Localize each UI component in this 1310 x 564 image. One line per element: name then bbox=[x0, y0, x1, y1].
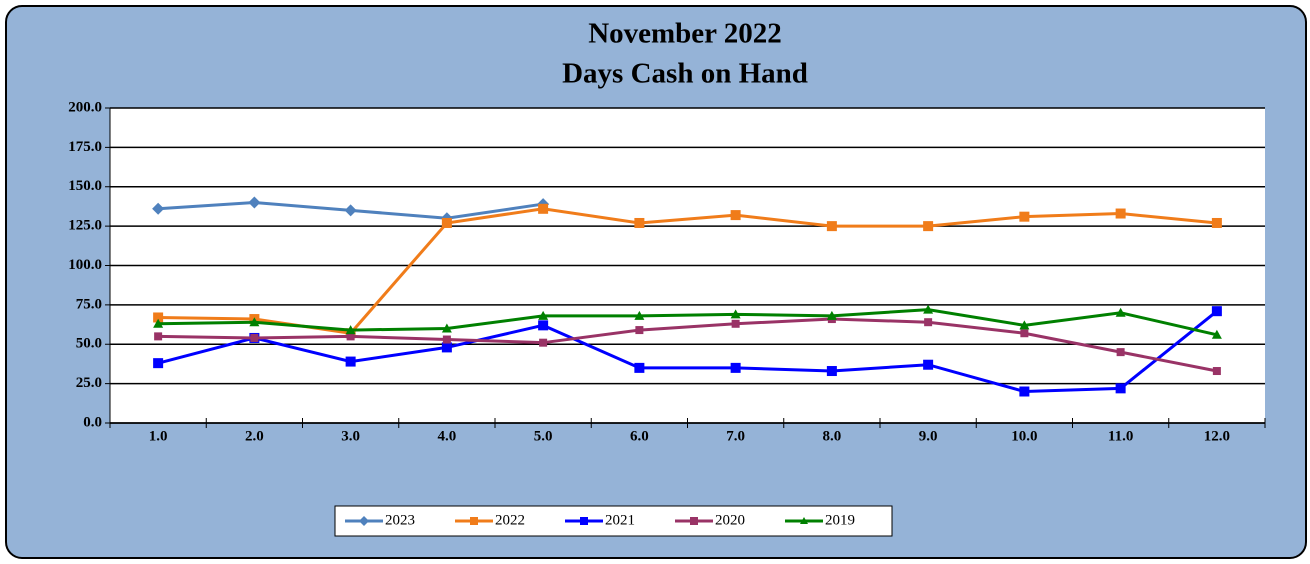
marker bbox=[248, 196, 261, 209]
marker bbox=[153, 312, 164, 323]
series-line bbox=[158, 317, 1218, 373]
x-tick-label: 1.0 bbox=[149, 428, 168, 444]
marker bbox=[826, 221, 837, 232]
series-line bbox=[158, 308, 1218, 337]
chart-title: November 2022 bbox=[588, 18, 782, 50]
series-line bbox=[157, 310, 1218, 394]
marker bbox=[1020, 329, 1029, 338]
marker bbox=[344, 204, 357, 217]
marker bbox=[359, 516, 369, 526]
marker bbox=[1019, 211, 1030, 222]
marker bbox=[152, 202, 165, 215]
x-tick-label: 2.0 bbox=[245, 428, 264, 444]
x-tick-label: 3.0 bbox=[341, 428, 360, 444]
marker bbox=[153, 358, 164, 369]
marker bbox=[538, 320, 549, 331]
marker bbox=[345, 356, 356, 367]
marker bbox=[153, 318, 164, 328]
marker bbox=[923, 359, 934, 370]
marker bbox=[1115, 208, 1126, 219]
legend-label: 2019 bbox=[825, 512, 855, 528]
marker bbox=[730, 362, 741, 373]
marker bbox=[634, 362, 645, 373]
marker bbox=[470, 517, 478, 525]
marker bbox=[826, 366, 837, 377]
marker bbox=[826, 310, 837, 320]
marker bbox=[1116, 348, 1125, 357]
marker bbox=[538, 310, 549, 320]
y-tick-label: 75.0 bbox=[76, 296, 102, 312]
y-tick-label: 50.0 bbox=[76, 336, 102, 352]
y-tick-label: 125.0 bbox=[68, 218, 102, 234]
marker bbox=[634, 310, 645, 320]
marker bbox=[345, 325, 356, 335]
marker bbox=[1211, 329, 1222, 339]
x-tick-label: 8.0 bbox=[823, 428, 842, 444]
marker bbox=[441, 323, 452, 333]
marker bbox=[250, 333, 259, 342]
marker bbox=[1115, 307, 1126, 317]
y-tick-label: 200.0 bbox=[68, 99, 102, 115]
marker bbox=[1212, 367, 1221, 376]
marker bbox=[730, 210, 741, 221]
y-tick-label: 100.0 bbox=[68, 257, 102, 273]
marker bbox=[1115, 383, 1126, 394]
legend-label: 2021 bbox=[605, 512, 635, 528]
marker bbox=[690, 517, 698, 525]
marker bbox=[923, 221, 934, 232]
x-tick-label: 10.0 bbox=[1011, 428, 1037, 444]
x-tick-label: 7.0 bbox=[726, 428, 745, 444]
x-tick-label: 5.0 bbox=[534, 428, 553, 444]
marker bbox=[346, 332, 355, 341]
chart-title: Days Cash on Hand bbox=[562, 58, 808, 90]
x-tick-label: 4.0 bbox=[438, 428, 457, 444]
marker bbox=[538, 203, 549, 214]
legend-label: 2020 bbox=[715, 512, 745, 528]
marker bbox=[249, 317, 260, 327]
marker bbox=[1211, 306, 1222, 317]
series-line bbox=[158, 207, 1218, 335]
x-tick-label: 6.0 bbox=[630, 428, 649, 444]
marker bbox=[580, 517, 588, 525]
marker bbox=[539, 338, 548, 347]
marker bbox=[730, 309, 741, 319]
y-tick-label: 150.0 bbox=[68, 178, 102, 194]
marker bbox=[731, 319, 740, 328]
x-tick-label: 11.0 bbox=[1108, 428, 1133, 444]
marker bbox=[634, 217, 645, 228]
marker bbox=[923, 304, 934, 314]
marker bbox=[1019, 320, 1030, 330]
x-tick-label: 12.0 bbox=[1204, 428, 1230, 444]
marker bbox=[441, 217, 452, 228]
marker bbox=[154, 332, 163, 341]
marker bbox=[924, 318, 933, 327]
marker bbox=[1211, 217, 1222, 228]
marker bbox=[635, 326, 644, 335]
marker bbox=[1019, 386, 1030, 397]
legend-label: 2022 bbox=[495, 512, 525, 528]
y-tick-label: 25.0 bbox=[76, 375, 102, 391]
legend-label: 2023 bbox=[385, 512, 415, 528]
y-tick-label: 0.0 bbox=[83, 414, 102, 430]
marker bbox=[800, 517, 808, 524]
x-tick-label: 9.0 bbox=[919, 428, 938, 444]
y-tick-label: 175.0 bbox=[68, 139, 102, 155]
marker bbox=[441, 342, 452, 353]
marker bbox=[442, 335, 451, 344]
